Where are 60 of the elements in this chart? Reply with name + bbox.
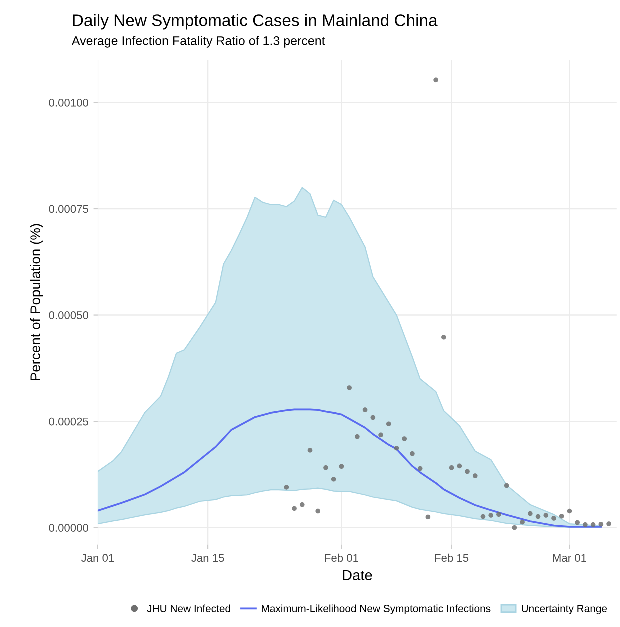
- text: Uncertainty Range: [522, 604, 608, 614]
- point: [339, 464, 344, 470]
- point: [378, 432, 384, 438]
- y-tick-label: 0.00000: [49, 524, 88, 532]
- legend-label: Maximum-Likelihood New Symptomatic Infections: [262, 604, 491, 614]
- point: [292, 506, 297, 512]
- point: [347, 386, 352, 390]
- line-series: [98, 408, 602, 528]
- point: [316, 508, 321, 514]
- point: [488, 513, 494, 518]
- x-tick-label: Jan 01: [81, 554, 114, 562]
- point: [520, 520, 525, 525]
- legend-label: JHU New Infected: [147, 604, 230, 612]
- point: [386, 422, 392, 427]
- y-tick-label: 0.00025: [49, 418, 88, 426]
- point: [496, 512, 502, 518]
- chart-subtitle: Average Infection Fatality Ratio of 1.3 percent: [72, 36, 326, 48]
- point: [434, 78, 438, 83]
- point: [331, 476, 336, 482]
- point: [465, 469, 470, 474]
- point: [528, 511, 533, 516]
- x-axis-title: Date: [343, 570, 372, 581]
- y-tick-label: 0.00100: [49, 98, 88, 107]
- point: [598, 522, 604, 527]
- point: [512, 525, 518, 530]
- y-axis-title: Percent of Population (%): [30, 224, 44, 381]
- y-tick-label: 0.00050: [49, 312, 88, 320]
- point: [552, 516, 556, 521]
- point: [472, 474, 478, 478]
- point: [544, 513, 549, 518]
- x-tick-label: Mar 01: [553, 554, 586, 562]
- point: [324, 466, 328, 470]
- point: [590, 522, 596, 528]
- point: [362, 408, 368, 412]
- point: [426, 514, 431, 520]
- point: [583, 522, 588, 528]
- point: [559, 514, 564, 519]
- point: [402, 436, 408, 442]
- point: [575, 520, 580, 526]
- point: [449, 466, 454, 470]
- point: [504, 483, 510, 488]
- point: [480, 514, 486, 520]
- point: [418, 466, 423, 472]
- point: [300, 502, 305, 508]
- point: [606, 522, 612, 526]
- point: [370, 415, 376, 420]
- point: [355, 434, 360, 440]
- point: [536, 514, 541, 520]
- point: [308, 448, 313, 453]
- chart-title: Daily New Symptomatic Cases in Mainland China: [73, 14, 438, 30]
- x-tick-label: Feb 15: [435, 554, 469, 562]
- point: [567, 508, 572, 514]
- point: [442, 334, 446, 340]
- x-tick-label: Jan 15: [192, 554, 224, 562]
- point: [394, 446, 400, 451]
- point: [410, 451, 415, 456]
- x-tick-label: Feb 01: [325, 554, 358, 562]
- point: [457, 464, 462, 469]
- y-tick-label: 0.00075: [49, 205, 88, 214]
- point: [284, 485, 290, 490]
